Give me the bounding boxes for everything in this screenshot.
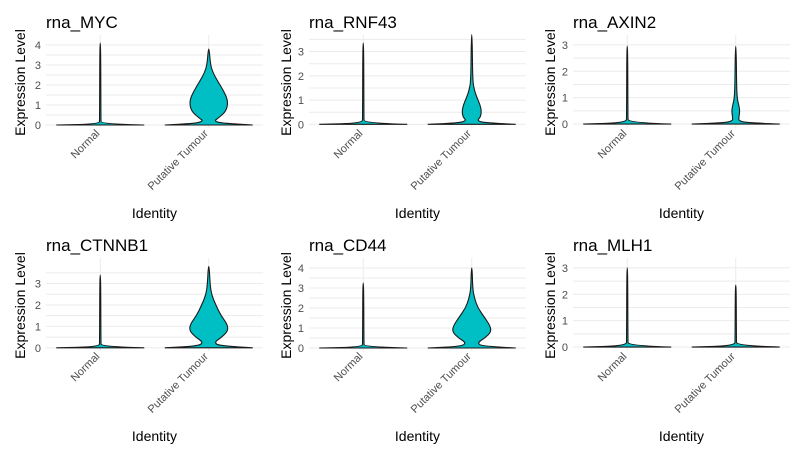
panel-title: rna_CTNNB1 — [46, 236, 148, 255]
y-tick-label: 1 — [35, 100, 41, 112]
x-tick-label: Normal — [596, 128, 630, 162]
y-tick-label: 2 — [298, 71, 304, 83]
x-tick-label: Normal — [332, 351, 366, 385]
x-tick-label: Putative Tumour — [409, 350, 474, 415]
violin-putative-tumour — [164, 265, 253, 349]
panel-rna-ctnnb1: 0 1 2 3 Normal Putative Tumour rna_CTNNB1 Expre… — [12, 236, 263, 444]
x-tick-label: Normal — [69, 351, 103, 385]
x-tick-label: Putative Tumour — [146, 350, 211, 415]
y-tick-label: 3 — [35, 279, 41, 291]
x-tick-label: Putative Tumour — [409, 127, 474, 192]
violin-putative-tumour — [691, 45, 780, 125]
panel-rna-mlh1: 0 1 2 3 Normal Putative Tumour rna_MLH1 Express… — [542, 236, 790, 444]
violin-putative-tumour — [427, 34, 516, 125]
y-tick-label: 0 — [562, 119, 568, 131]
y-tick-label: 4 — [35, 40, 41, 52]
violin-putative-tumour — [164, 48, 253, 126]
x-tick-label: Putative Tumour — [673, 127, 738, 192]
y-tick-label: 0 — [35, 120, 41, 132]
panel-title: rna_CD44 — [309, 236, 387, 255]
y-tick-label: 1 — [562, 316, 568, 328]
panel-rna-myc: 0 1 2 3 4 Normal Putative Tumour rna_MYC Express… — [12, 13, 263, 221]
violin-normal — [319, 42, 408, 125]
x-tick-label: Putative Tumour — [146, 127, 211, 192]
x-axis-title: Identity — [395, 205, 440, 221]
y-tick-label: 1 — [35, 321, 41, 333]
violin-normal — [319, 282, 408, 349]
y-tick-label: 3 — [562, 263, 568, 275]
violin-putative-tumour — [427, 267, 516, 349]
violin-normal — [56, 42, 145, 126]
y-tick-label: 2 — [562, 66, 568, 78]
y-axis-title: Expression Level — [542, 252, 558, 359]
x-tick-label: Normal — [596, 351, 630, 385]
x-axis-title: Identity — [132, 205, 177, 221]
x-axis-title: Identity — [132, 428, 177, 444]
y-axis-title: Expression Level — [542, 29, 558, 136]
y-tick-label: 3 — [35, 60, 41, 72]
panel-title: rna_AXIN2 — [573, 13, 656, 32]
panel-rna-cd44: 0 1 2 3 4 Normal Putative Tumour rna_CD44 Expres… — [278, 236, 526, 444]
y-tick-label: 3 — [298, 283, 304, 295]
y-tick-label: 1 — [298, 95, 304, 107]
x-axis-title: Identity — [395, 428, 440, 444]
y-tick-label: 2 — [298, 303, 304, 315]
y-tick-label: 3 — [562, 40, 568, 52]
panel-title: rna_MLH1 — [573, 236, 652, 255]
x-axis-title: Identity — [659, 205, 704, 221]
x-tick-label: Normal — [332, 128, 366, 162]
violin-normal — [583, 267, 672, 348]
y-tick-label: 4 — [298, 263, 304, 275]
violin-putative-tumour — [691, 284, 780, 348]
y-axis-title: Expression Level — [278, 252, 294, 359]
y-tick-label: 0 — [298, 119, 304, 131]
violin-normal — [583, 45, 672, 125]
violin-normal — [56, 274, 145, 349]
panel-title: rna_RNF43 — [309, 13, 397, 32]
y-axis-title: Expression Level — [12, 252, 28, 359]
y-tick-label: 2 — [562, 289, 568, 301]
y-axis-title: Expression Level — [12, 29, 28, 136]
panel-title: rna_MYC — [46, 13, 118, 32]
y-tick-label: 0 — [562, 342, 568, 354]
y-tick-label: 0 — [298, 343, 304, 355]
x-tick-label: Putative Tumour — [673, 350, 738, 415]
y-tick-label: 0 — [35, 343, 41, 355]
panel-rna-axin2: 0 1 2 3 Normal Putative Tumour rna_AXIN2 Expres… — [542, 13, 790, 221]
y-tick-label: 1 — [298, 323, 304, 335]
panel-rna-rnf43: 0 1 2 3 Normal Putative Tumour rna_RNF43 Expres… — [278, 13, 526, 221]
y-tick-label: 2 — [35, 80, 41, 92]
y-axis-title: Expression Level — [278, 29, 294, 136]
y-tick-label: 3 — [298, 47, 304, 59]
x-tick-label: Normal — [69, 128, 103, 162]
y-tick-label: 1 — [562, 93, 568, 105]
y-tick-label: 2 — [35, 300, 41, 312]
x-axis-title: Identity — [659, 428, 704, 444]
